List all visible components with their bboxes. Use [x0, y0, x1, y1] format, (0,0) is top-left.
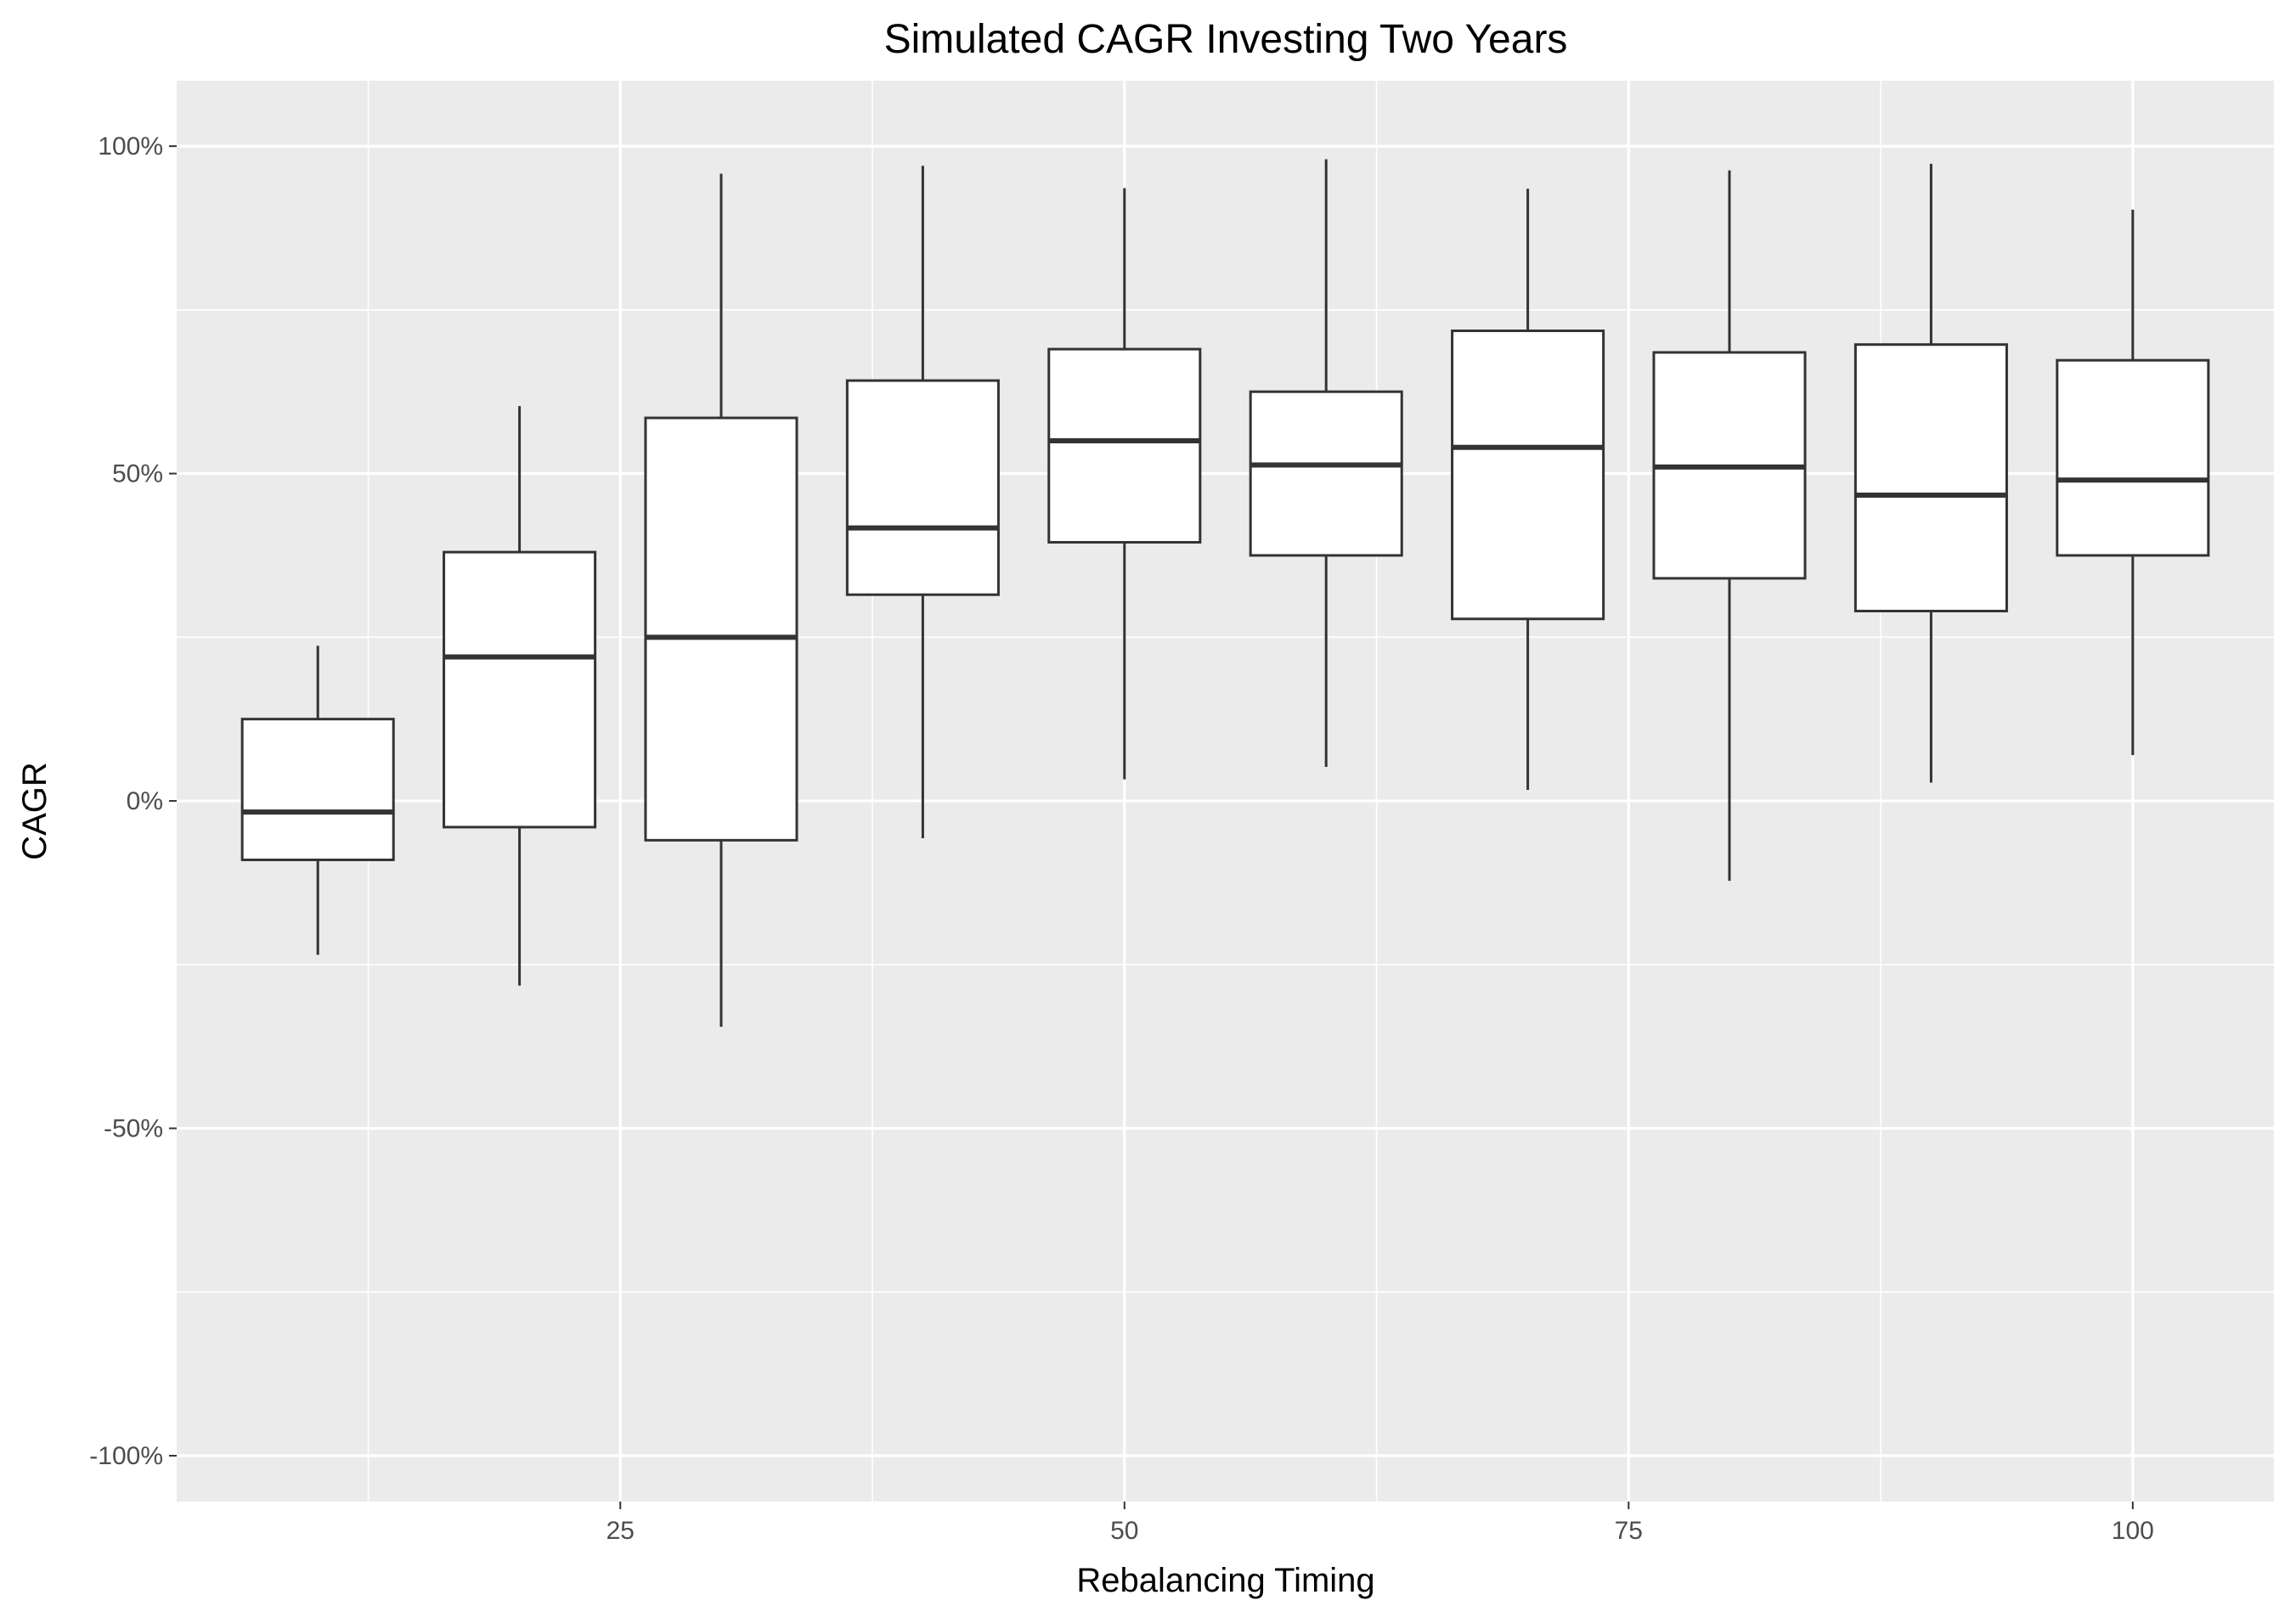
box-group	[2056, 209, 2210, 756]
box	[443, 550, 597, 829]
y-tick-label: 50%	[112, 460, 163, 488]
box-group	[644, 173, 798, 1028]
box-group	[240, 645, 395, 955]
box	[1047, 347, 1202, 544]
chart-title: Simulated CAGR Investing Two Years	[884, 17, 1568, 62]
x-tick-label: 75	[1615, 1517, 1643, 1545]
box	[1451, 330, 1605, 621]
x-tick-label: 100	[2112, 1517, 2154, 1545]
x-axis: 25 50 75 100	[606, 1502, 2154, 1545]
box	[2056, 358, 2210, 557]
box-group	[1853, 163, 2008, 783]
box	[1853, 343, 2008, 612]
box-group	[1249, 159, 1403, 767]
x-tick-label: 50	[1110, 1517, 1138, 1545]
y-tick-label: -100%	[89, 1442, 163, 1470]
y-tick-label: -50%	[104, 1115, 163, 1143]
box	[845, 379, 1000, 596]
box	[1249, 390, 1403, 557]
box-group	[1652, 170, 1807, 882]
box-series	[240, 159, 2210, 1028]
box-group	[845, 166, 1000, 839]
y-axis: -100% -50% 0% 50% 100%	[89, 132, 177, 1470]
box	[644, 416, 798, 842]
y-tick-label: 0%	[127, 787, 163, 815]
box-group	[443, 406, 597, 986]
x-axis-title: Rebalancing Timing	[1076, 1562, 1374, 1599]
box	[240, 718, 395, 861]
y-tick-label: 100%	[98, 132, 163, 161]
box-group	[1451, 189, 1605, 790]
x-tick-label: 25	[606, 1517, 635, 1545]
box-group	[1047, 188, 1202, 780]
y-axis-title: CAGR	[16, 762, 54, 860]
